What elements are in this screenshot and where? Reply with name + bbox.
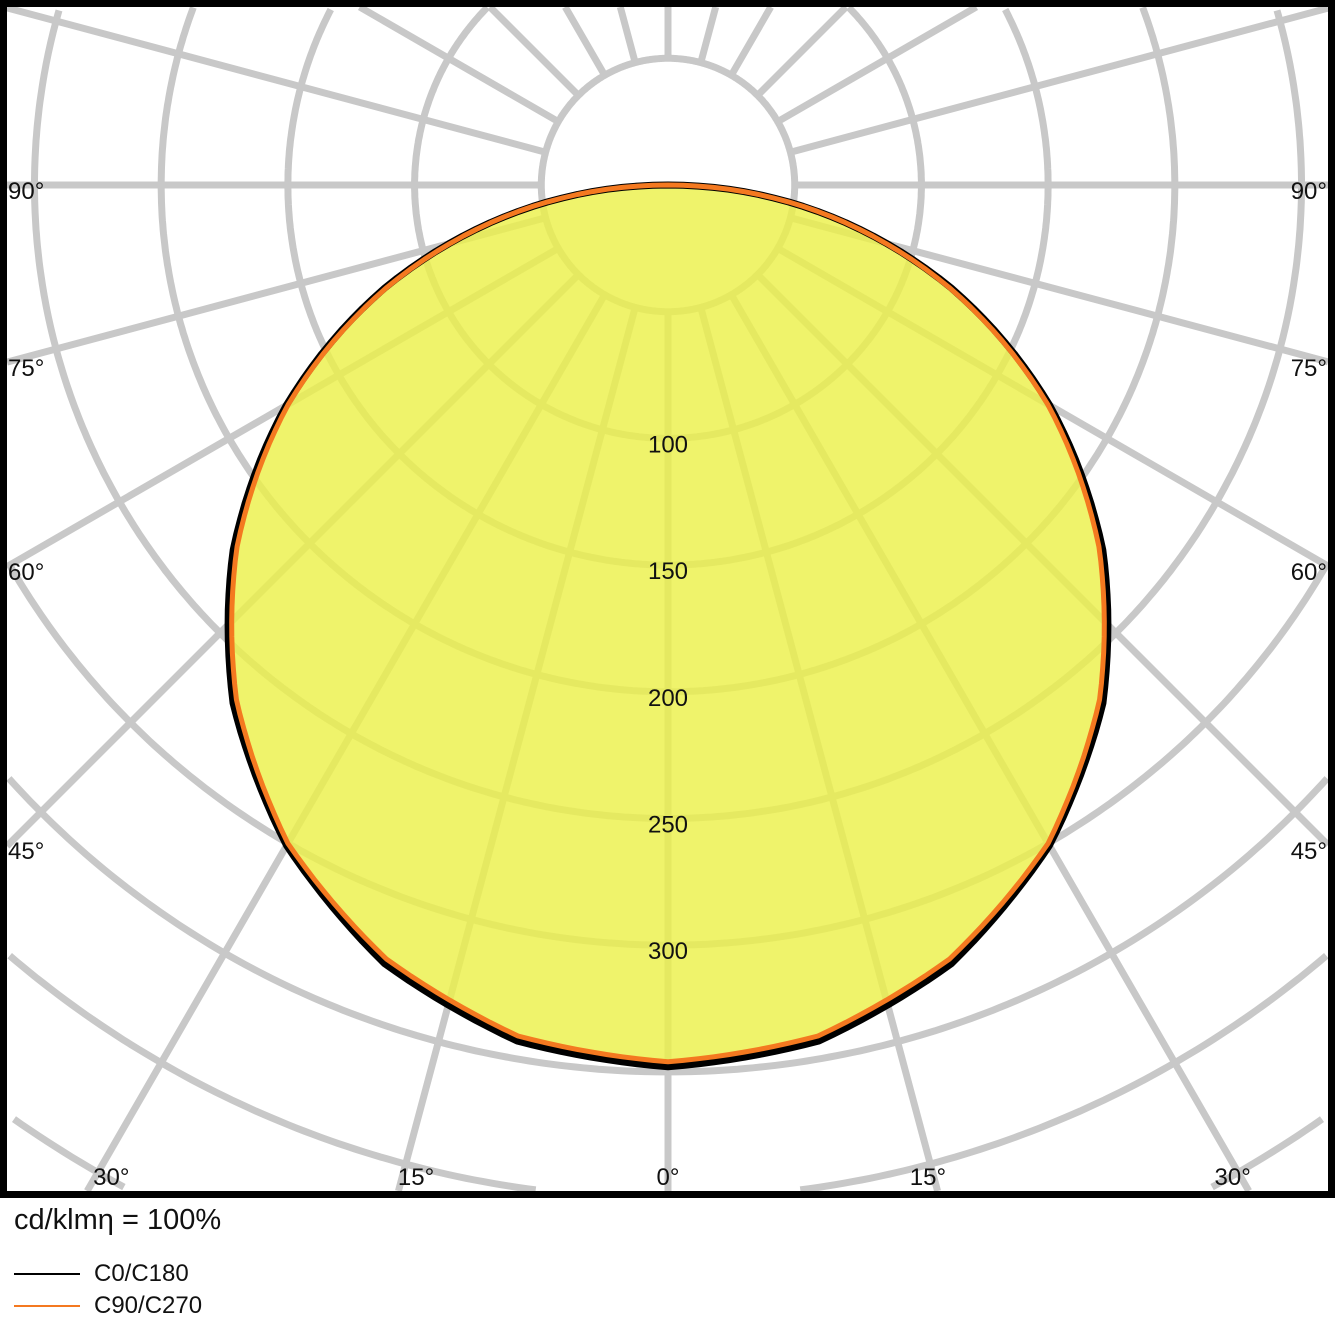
- grid-spoke: [6, 4, 547, 156]
- legend-item-c0-c180: C0/C180: [14, 1260, 189, 1288]
- grid-spoke: [728, 5, 774, 78]
- polar-luminous-intensity-chart: 100 150 200 250 300 0° 15° 15° 30° 30° 45° 45° 60° 60…: [0, 0, 1335, 1198]
- plot-frame: [0, 0, 1335, 1198]
- grid-ring: [6, 776, 1330, 1076]
- angle-tick-label: 45°: [8, 838, 44, 865]
- legend-item-c90-c270: C90/C270: [14, 1292, 202, 1320]
- curves: [224, 181, 1112, 1071]
- grid-spoke: [755, 4, 849, 98]
- angle-tick-label: 90°: [8, 178, 44, 205]
- angle-tick-label: 0°: [657, 1164, 680, 1191]
- radial-tick-label: 300: [648, 938, 688, 965]
- radial-tick-label: 100: [648, 431, 688, 458]
- grid-spoke: [487, 4, 581, 98]
- angle-tick-label: 75°: [1291, 355, 1327, 382]
- curve-fill: [228, 185, 1108, 1067]
- grid-spoke: [616, 6, 639, 64]
- legend-label: C0/C180: [94, 1260, 189, 1287]
- tick-labels: 100 150 200 250 300 0° 15° 15° 30° 30° 45° 45° 60° 60…: [8, 178, 1327, 1191]
- radial-tick-label: 250: [648, 812, 688, 839]
- radial-tick-label: 200: [648, 685, 688, 712]
- grid-spoke: [697, 6, 720, 64]
- angle-tick-label: 45°: [1291, 838, 1327, 865]
- angle-tick-label: 60°: [8, 559, 44, 586]
- grid-ring: [7, 953, 1329, 1194]
- angle-tick-label: 90°: [1291, 178, 1327, 205]
- angle-tick-label: 15°: [910, 1164, 946, 1191]
- grid-ring: [11, 1116, 1325, 1191]
- legend-label: C90/C270: [94, 1292, 203, 1319]
- grid-spoke: [357, 3, 561, 125]
- angle-tick-label: 15°: [398, 1164, 434, 1191]
- angle-tick-label: 30°: [93, 1164, 129, 1191]
- unit-label: cd/klmη = 100%: [14, 1204, 222, 1236]
- grid-spoke: [789, 4, 1329, 156]
- legend-swatch-black: [14, 1273, 80, 1275]
- legend-swatch-orange: [14, 1305, 80, 1307]
- angle-tick-label: 75°: [8, 355, 44, 382]
- grid-spoke: [775, 3, 979, 125]
- angle-tick-label: 30°: [1215, 1164, 1251, 1191]
- curve-c90-c270: [229, 182, 1107, 1065]
- angle-tick-label: 60°: [1291, 559, 1327, 586]
- radial-tick-label: 150: [648, 558, 688, 585]
- grid-spoke: [562, 5, 608, 78]
